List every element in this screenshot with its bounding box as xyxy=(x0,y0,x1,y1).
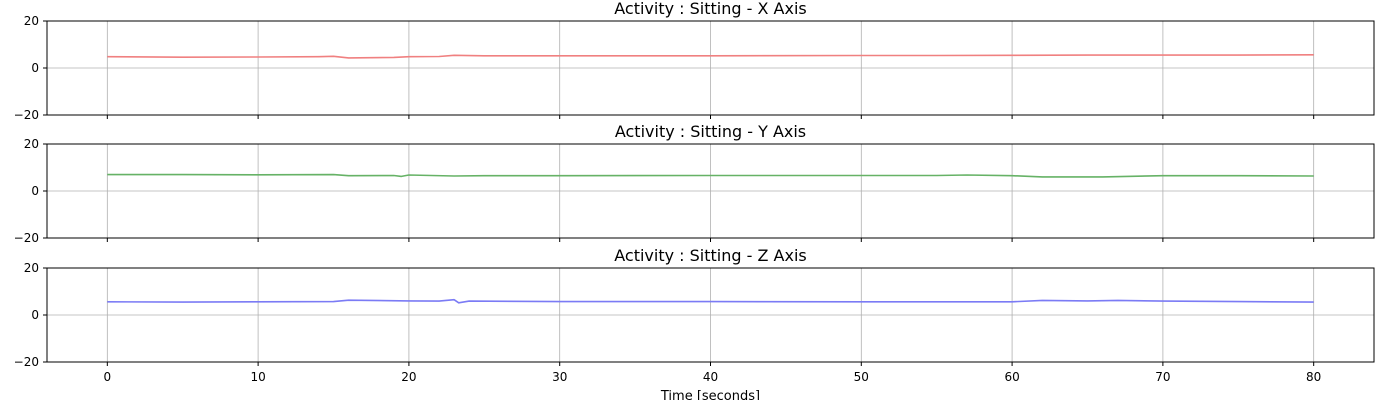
x-tick-label: 50 xyxy=(854,370,869,384)
panel-3: −20 0 20 0 10 20 30 40 50 60 70 80 Activity : Sittin… xyxy=(14,246,1375,400)
x-tick-label: 10 xyxy=(250,370,265,384)
panel-1: −20 0 20 Activity : Sitting - X Axis xyxy=(14,0,1375,122)
x-tick-label: 0 xyxy=(103,370,111,384)
y-tick-label: 0 xyxy=(31,61,39,75)
panel-2: −20 0 20 Activity : Sitting - Y Axis xyxy=(14,122,1375,245)
y-tick-label: 20 xyxy=(24,261,39,275)
x-tick-label: 40 xyxy=(703,370,718,384)
chart-title: Activity : Sitting - Z Axis xyxy=(614,246,806,265)
x-tick-label: 20 xyxy=(401,370,416,384)
series-line-0 xyxy=(107,54,1314,59)
x-tick-label: 60 xyxy=(1004,370,1019,384)
chart-title: Activity : Sitting - X Axis xyxy=(614,0,806,18)
x-tick-label: 80 xyxy=(1306,370,1321,384)
y-tick-label: −20 xyxy=(14,108,39,122)
x-axis-label: Time [seconds] xyxy=(660,389,760,400)
chart-title: Activity : Sitting - Y Axis xyxy=(615,122,806,141)
series-line-0 xyxy=(107,173,1314,178)
x-tick-label: 30 xyxy=(552,370,567,384)
x-tick-label: 70 xyxy=(1155,370,1170,384)
y-tick-label: −20 xyxy=(14,355,39,369)
y-tick-label: 20 xyxy=(24,14,39,28)
series-line-0 xyxy=(107,298,1314,304)
y-tick-label: −20 xyxy=(14,231,39,245)
y-tick-label: 0 xyxy=(31,308,39,322)
y-tick-label: 20 xyxy=(24,137,39,151)
y-tick-label: 0 xyxy=(31,184,39,198)
